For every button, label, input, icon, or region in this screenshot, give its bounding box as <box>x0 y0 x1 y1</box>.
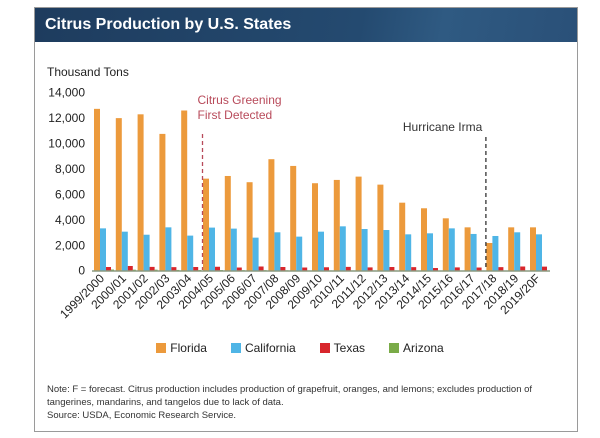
bar-texas-2002/03 <box>171 267 177 271</box>
footnote: Note: F = forecast. Citrus production in… <box>47 384 533 408</box>
bar-florida-2005/06 <box>224 175 231 271</box>
bar-florida-2004/05 <box>203 178 209 271</box>
bar-florida-2008/09 <box>290 165 297 271</box>
bar-florida-2002/03 <box>159 133 166 271</box>
source-note: Source: USDA, Economic Research Service. <box>47 410 237 421</box>
bar-florida-2012/13 <box>377 184 384 271</box>
bar-texas-2000/01 <box>127 265 133 271</box>
bar-texas-2016/17 <box>476 267 482 271</box>
legend-item-texas: Texas <box>319 341 366 355</box>
y-tick-label: 2,000 <box>55 238 85 252</box>
legend-swatch <box>389 343 400 353</box>
bar-texas-2010/11 <box>345 266 351 271</box>
chart-title: Citrus Production by U.S. States <box>45 16 292 33</box>
bar-florida-1999/2000 <box>94 108 100 271</box>
legend-swatch <box>230 343 241 353</box>
bar-california-2003/04 <box>187 235 194 271</box>
y-tick-label: 0 <box>78 264 85 278</box>
bar-florida-2000/01 <box>115 118 122 271</box>
bar-california-2017/18 <box>492 235 499 271</box>
bar-california-1999/2000 <box>100 228 106 271</box>
y-axis-label: Thousand Tons <box>47 65 129 79</box>
bar-florida-2001/02 <box>137 114 144 271</box>
bar-california-2018/19 <box>514 232 521 271</box>
bar-florida-2017/18 <box>486 242 493 271</box>
bar-california-2013/14 <box>405 234 412 271</box>
bar-arizona-2001/02 <box>154 269 158 271</box>
bar-california-2004/05 <box>209 227 215 271</box>
legend-item-arizona: Arizona <box>389 341 444 355</box>
bar-texas-2003/04 <box>193 267 199 271</box>
bar-texas-2014/15 <box>433 268 438 271</box>
bar-florida-2018/19 <box>508 227 515 271</box>
bar-florida-2011/12 <box>355 176 362 271</box>
legend-label: Texas <box>333 341 366 355</box>
bar-texas-2009/10 <box>324 267 329 271</box>
bar-california-2015/16 <box>448 228 455 271</box>
bar-california-2019/20F <box>536 234 542 271</box>
bar-california-2012/13 <box>383 230 390 271</box>
bar-california-2000/01 <box>121 231 128 271</box>
y-tick-label: 8,000 <box>55 162 85 176</box>
bar-texas-2011/12 <box>367 267 373 271</box>
annotation-text: First Detected <box>198 108 273 122</box>
bar-texas-2012/13 <box>389 267 395 271</box>
legend-swatch <box>319 343 330 353</box>
chart-header: Citrus Production by U.S. States <box>35 8 577 42</box>
y-tick-label: 10,000 <box>48 137 85 151</box>
legend: Florida California Texas Arizona <box>0 341 600 355</box>
chart-frame: Citrus Production by U.S. States <box>34 7 578 432</box>
bar-texas-2017/18 <box>498 267 504 271</box>
bar-chart: Thousand Tons 0 2,000 4,000 6,000 8,000 10,00… <box>47 65 550 321</box>
bar-texas-2005/06 <box>236 267 242 271</box>
bar-florida-2003/04 <box>181 110 188 271</box>
bar-texas-2008/09 <box>302 267 308 271</box>
legend-swatch <box>156 343 167 353</box>
bar-california-2016/17 <box>470 233 477 271</box>
bar-california-2007/08 <box>274 232 281 271</box>
bar-texas-2015/16 <box>454 267 460 271</box>
legend-item-california: California <box>230 341 296 355</box>
bar-texas-2019/20F <box>542 266 547 271</box>
bar-florida-2010/11 <box>333 179 340 271</box>
legend-label: California <box>244 341 296 355</box>
bar-california-2008/09 <box>296 236 303 271</box>
y-tick-label: 14,000 <box>48 86 85 100</box>
bar-florida-2009/10 <box>312 183 318 271</box>
bar-florida-2007/08 <box>268 159 275 271</box>
annotation-text: Citrus Greening <box>198 93 282 107</box>
bar-california-2006/07 <box>252 237 259 271</box>
bar-california-2014/15 <box>427 233 433 271</box>
bar-texas-2001/02 <box>149 266 155 271</box>
bar-texas-2018/19 <box>520 266 526 271</box>
bar-florida-2019/20F <box>530 227 536 271</box>
legend-label: Florida <box>170 341 207 355</box>
bar-california-2001/02 <box>143 234 150 271</box>
annotation-text: Hurricane Irma <box>403 120 483 134</box>
bar-florida-2015/16 <box>442 218 449 271</box>
legend-label: Arizona <box>403 341 444 355</box>
y-tick-label: 12,000 <box>48 111 85 125</box>
bar-florida-2016/17 <box>464 227 471 271</box>
bar-texas-2007/08 <box>280 267 286 271</box>
bar-california-2010/11 <box>339 226 346 271</box>
bar-texas-2006/07 <box>258 266 264 271</box>
y-tick-label: 4,000 <box>55 213 85 227</box>
bar-california-2002/03 <box>165 227 172 271</box>
bar-arizona-1999/2000 <box>111 269 114 271</box>
bar-florida-2013/14 <box>399 202 406 271</box>
bar-texas-1999/2000 <box>106 267 111 271</box>
bar-texas-2013/14 <box>411 267 417 271</box>
bar-california-2011/12 <box>361 228 368 271</box>
y-tick-label: 6,000 <box>55 187 85 201</box>
bar-california-2005/06 <box>230 228 237 271</box>
bar-california-2009/10 <box>318 231 324 271</box>
bar-texas-2004/05 <box>215 266 220 271</box>
bar-florida-2006/07 <box>246 182 253 271</box>
bar-florida-2014/15 <box>421 208 427 271</box>
legend-item-florida: Florida <box>156 341 207 355</box>
bar-arizona-2000/01 <box>132 269 136 271</box>
